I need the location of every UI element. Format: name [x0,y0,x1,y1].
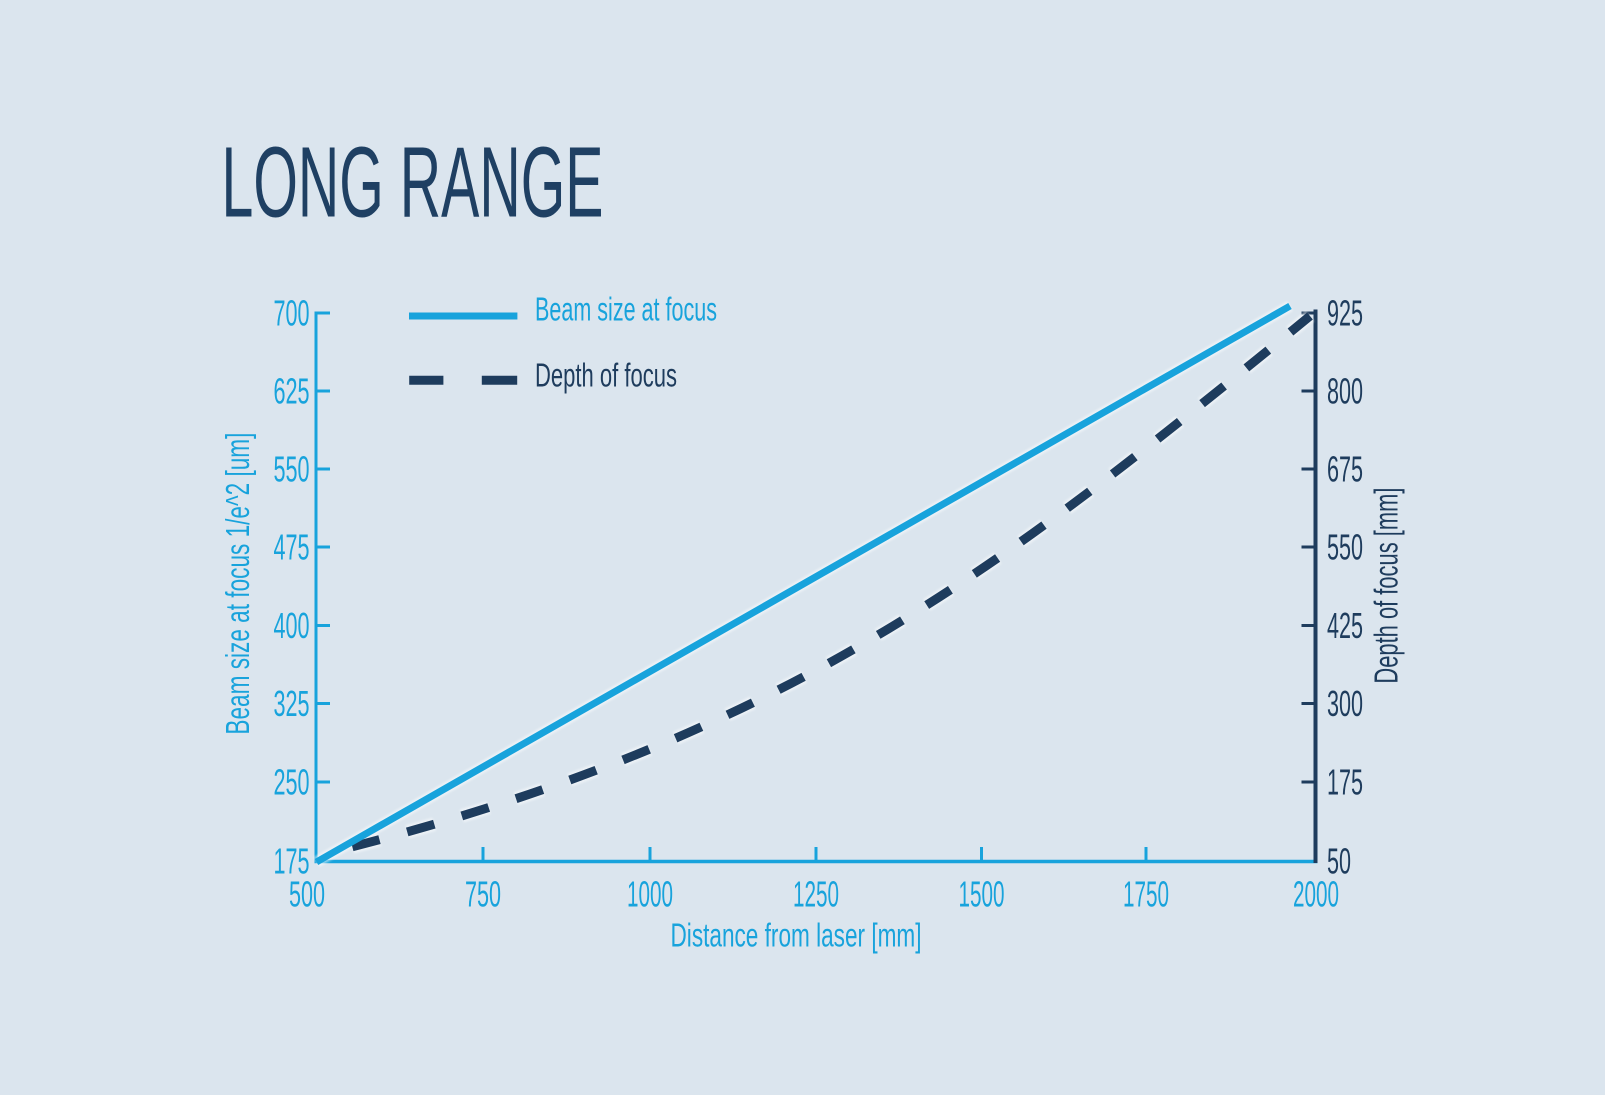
svg-text:750: 750 [465,874,501,915]
svg-text:Depth of focus: Depth of focus [535,357,677,394]
svg-text:800: 800 [1327,370,1363,411]
svg-text:175: 175 [1327,761,1363,802]
svg-text:1250: 1250 [793,874,839,915]
svg-text:425: 425 [1327,605,1363,646]
svg-text:1500: 1500 [959,874,1005,915]
svg-text:Beam size at focus 1/e^2 [um]: Beam size at focus 1/e^2 [um] [220,433,257,735]
svg-text:400: 400 [274,605,310,646]
svg-text:Beam size at focus: Beam size at focus [535,292,717,329]
svg-text:1000: 1000 [627,874,673,915]
svg-text:1750: 1750 [1123,874,1169,915]
svg-text:675: 675 [1327,448,1363,489]
svg-text:50: 50 [1327,840,1351,881]
svg-text:475: 475 [274,526,310,567]
svg-text:625: 625 [274,370,310,411]
svg-text:550: 550 [1327,526,1363,567]
svg-text:250: 250 [274,761,310,802]
svg-text:325: 325 [274,683,310,724]
svg-text:Depth of focus [mm]: Depth of focus [mm] [1369,488,1406,684]
svg-text:700: 700 [274,292,310,333]
svg-text:925: 925 [1327,292,1363,333]
svg-text:550: 550 [274,448,310,489]
svg-text:2000: 2000 [1293,874,1339,915]
svg-text:300: 300 [1327,683,1363,724]
svg-text:500: 500 [289,874,325,915]
svg-text:LONG RANGE: LONG RANGE [222,127,604,239]
svg-text:175: 175 [274,840,310,881]
svg-text:Distance from laser [mm]: Distance from laser [mm] [671,918,922,955]
